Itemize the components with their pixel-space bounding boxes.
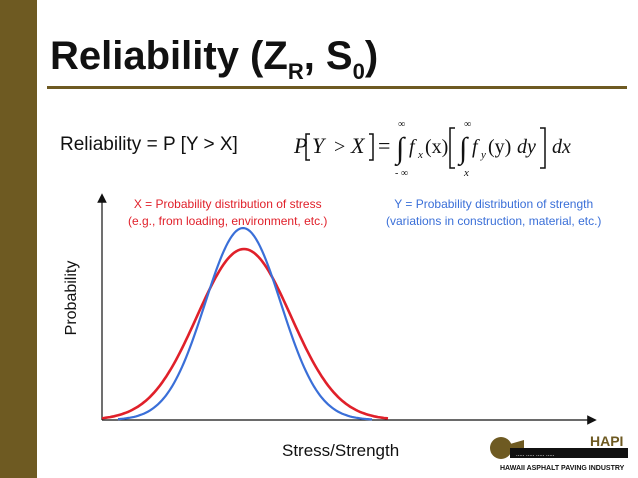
formula-integral-2: ∫ (457, 132, 469, 167)
formula-Y: Y (312, 133, 327, 158)
svg-text:..... ..... ..... .....: ..... ..... ..... ..... (516, 452, 555, 458)
formula-dx: dx (552, 136, 571, 158)
logo-emblem (490, 437, 512, 459)
formula-fy-sub: y (480, 149, 486, 161)
y-axis-label: Probability (63, 260, 80, 336)
formula-eq: = (378, 133, 390, 158)
formula-lower-limit-2: x (463, 167, 469, 179)
strength-curve-blue (117, 227, 373, 421)
formula-bracket-large-left (449, 127, 455, 169)
formula-upper-limit-2: ∞ (464, 119, 471, 130)
stress-curve-red (101, 247, 389, 420)
formula-x-arg: (x) (425, 136, 448, 158)
reliability-definition: Reliability = P [Y > X] (60, 134, 238, 155)
formula-fx: f (409, 136, 417, 158)
stress-distribution-note: X = Probability distribution of stress (… (128, 197, 328, 228)
slide-title: Reliability (ZR, S0) (50, 34, 379, 84)
logo-subtitle: HAWAII ASPHALT PAVING INDUSTRY (500, 465, 625, 472)
logo-road-bar (510, 448, 628, 458)
formula-dy: dy (517, 136, 536, 158)
formula-bracket-left (305, 133, 310, 161)
formula-lower-limit-1: - ∞ (395, 168, 408, 179)
formula-bracket-large-right (540, 127, 546, 169)
logo-text: HAPI (590, 433, 623, 449)
strength-distribution-note: Y = Probability distribution of strength… (386, 197, 602, 228)
formula-gt: > (334, 136, 345, 158)
formula-upper-limit-1: ∞ (398, 119, 405, 130)
title-underline (47, 86, 627, 89)
formula-X: X (350, 133, 366, 158)
formula-y-arg: (y) (488, 136, 511, 158)
formula-fx-sub: x (417, 149, 423, 161)
x-axis-label: Stress/Strength (282, 441, 400, 460)
hapi-logo: ..... ..... ..... ..... HAPI HAWAII ASPH… (490, 433, 628, 472)
formula-integral-1: ∫ (394, 132, 406, 167)
formula-bracket-right (369, 133, 374, 161)
reliability-integral-formula: P Y > X = ∞ - ∞ ∫ f x (x) ∞ x ∫ f y (y) … (293, 119, 571, 179)
formula-fy: f (472, 136, 480, 158)
left-sidebar-bar (0, 0, 37, 478)
formula-P: P (293, 133, 307, 158)
